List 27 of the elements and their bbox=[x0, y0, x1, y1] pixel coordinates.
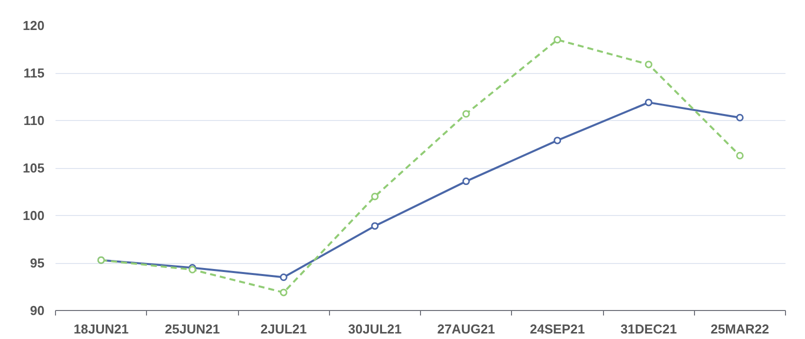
y-tick-label: 105 bbox=[22, 160, 45, 176]
y-tick-label: 100 bbox=[22, 208, 45, 223]
point bbox=[462, 110, 470, 118]
y-tick-label: 90 bbox=[30, 303, 45, 318]
point bbox=[554, 136, 562, 144]
x-tick-label: 30JUL21 bbox=[348, 322, 402, 336]
x-tick-label: 25MAR22 bbox=[710, 322, 770, 336]
point bbox=[644, 60, 652, 68]
point bbox=[462, 178, 470, 186]
y-tick-label: 120 bbox=[22, 18, 45, 33]
x-tick-label: 2JUL21 bbox=[260, 322, 307, 336]
point bbox=[736, 114, 744, 122]
y-tick-label: 115 bbox=[24, 66, 45, 80]
point bbox=[554, 36, 562, 44]
point bbox=[280, 274, 288, 281]
x-tick-label: 31DEC21 bbox=[620, 322, 677, 336]
point bbox=[736, 152, 744, 160]
x-tick-label: 25JUN21 bbox=[164, 322, 220, 336]
y-tick-label: 110 bbox=[24, 113, 45, 128]
x-tick-label: 18JUN21 bbox=[74, 322, 129, 336]
y-tick-label: 95 bbox=[30, 256, 45, 270]
point bbox=[371, 222, 379, 230]
x-tick-label: 27AUG21 bbox=[437, 322, 496, 336]
point bbox=[280, 288, 288, 296]
point bbox=[644, 98, 652, 106]
x-tick-label: 24SEP21 bbox=[530, 322, 585, 336]
point bbox=[371, 192, 379, 200]
